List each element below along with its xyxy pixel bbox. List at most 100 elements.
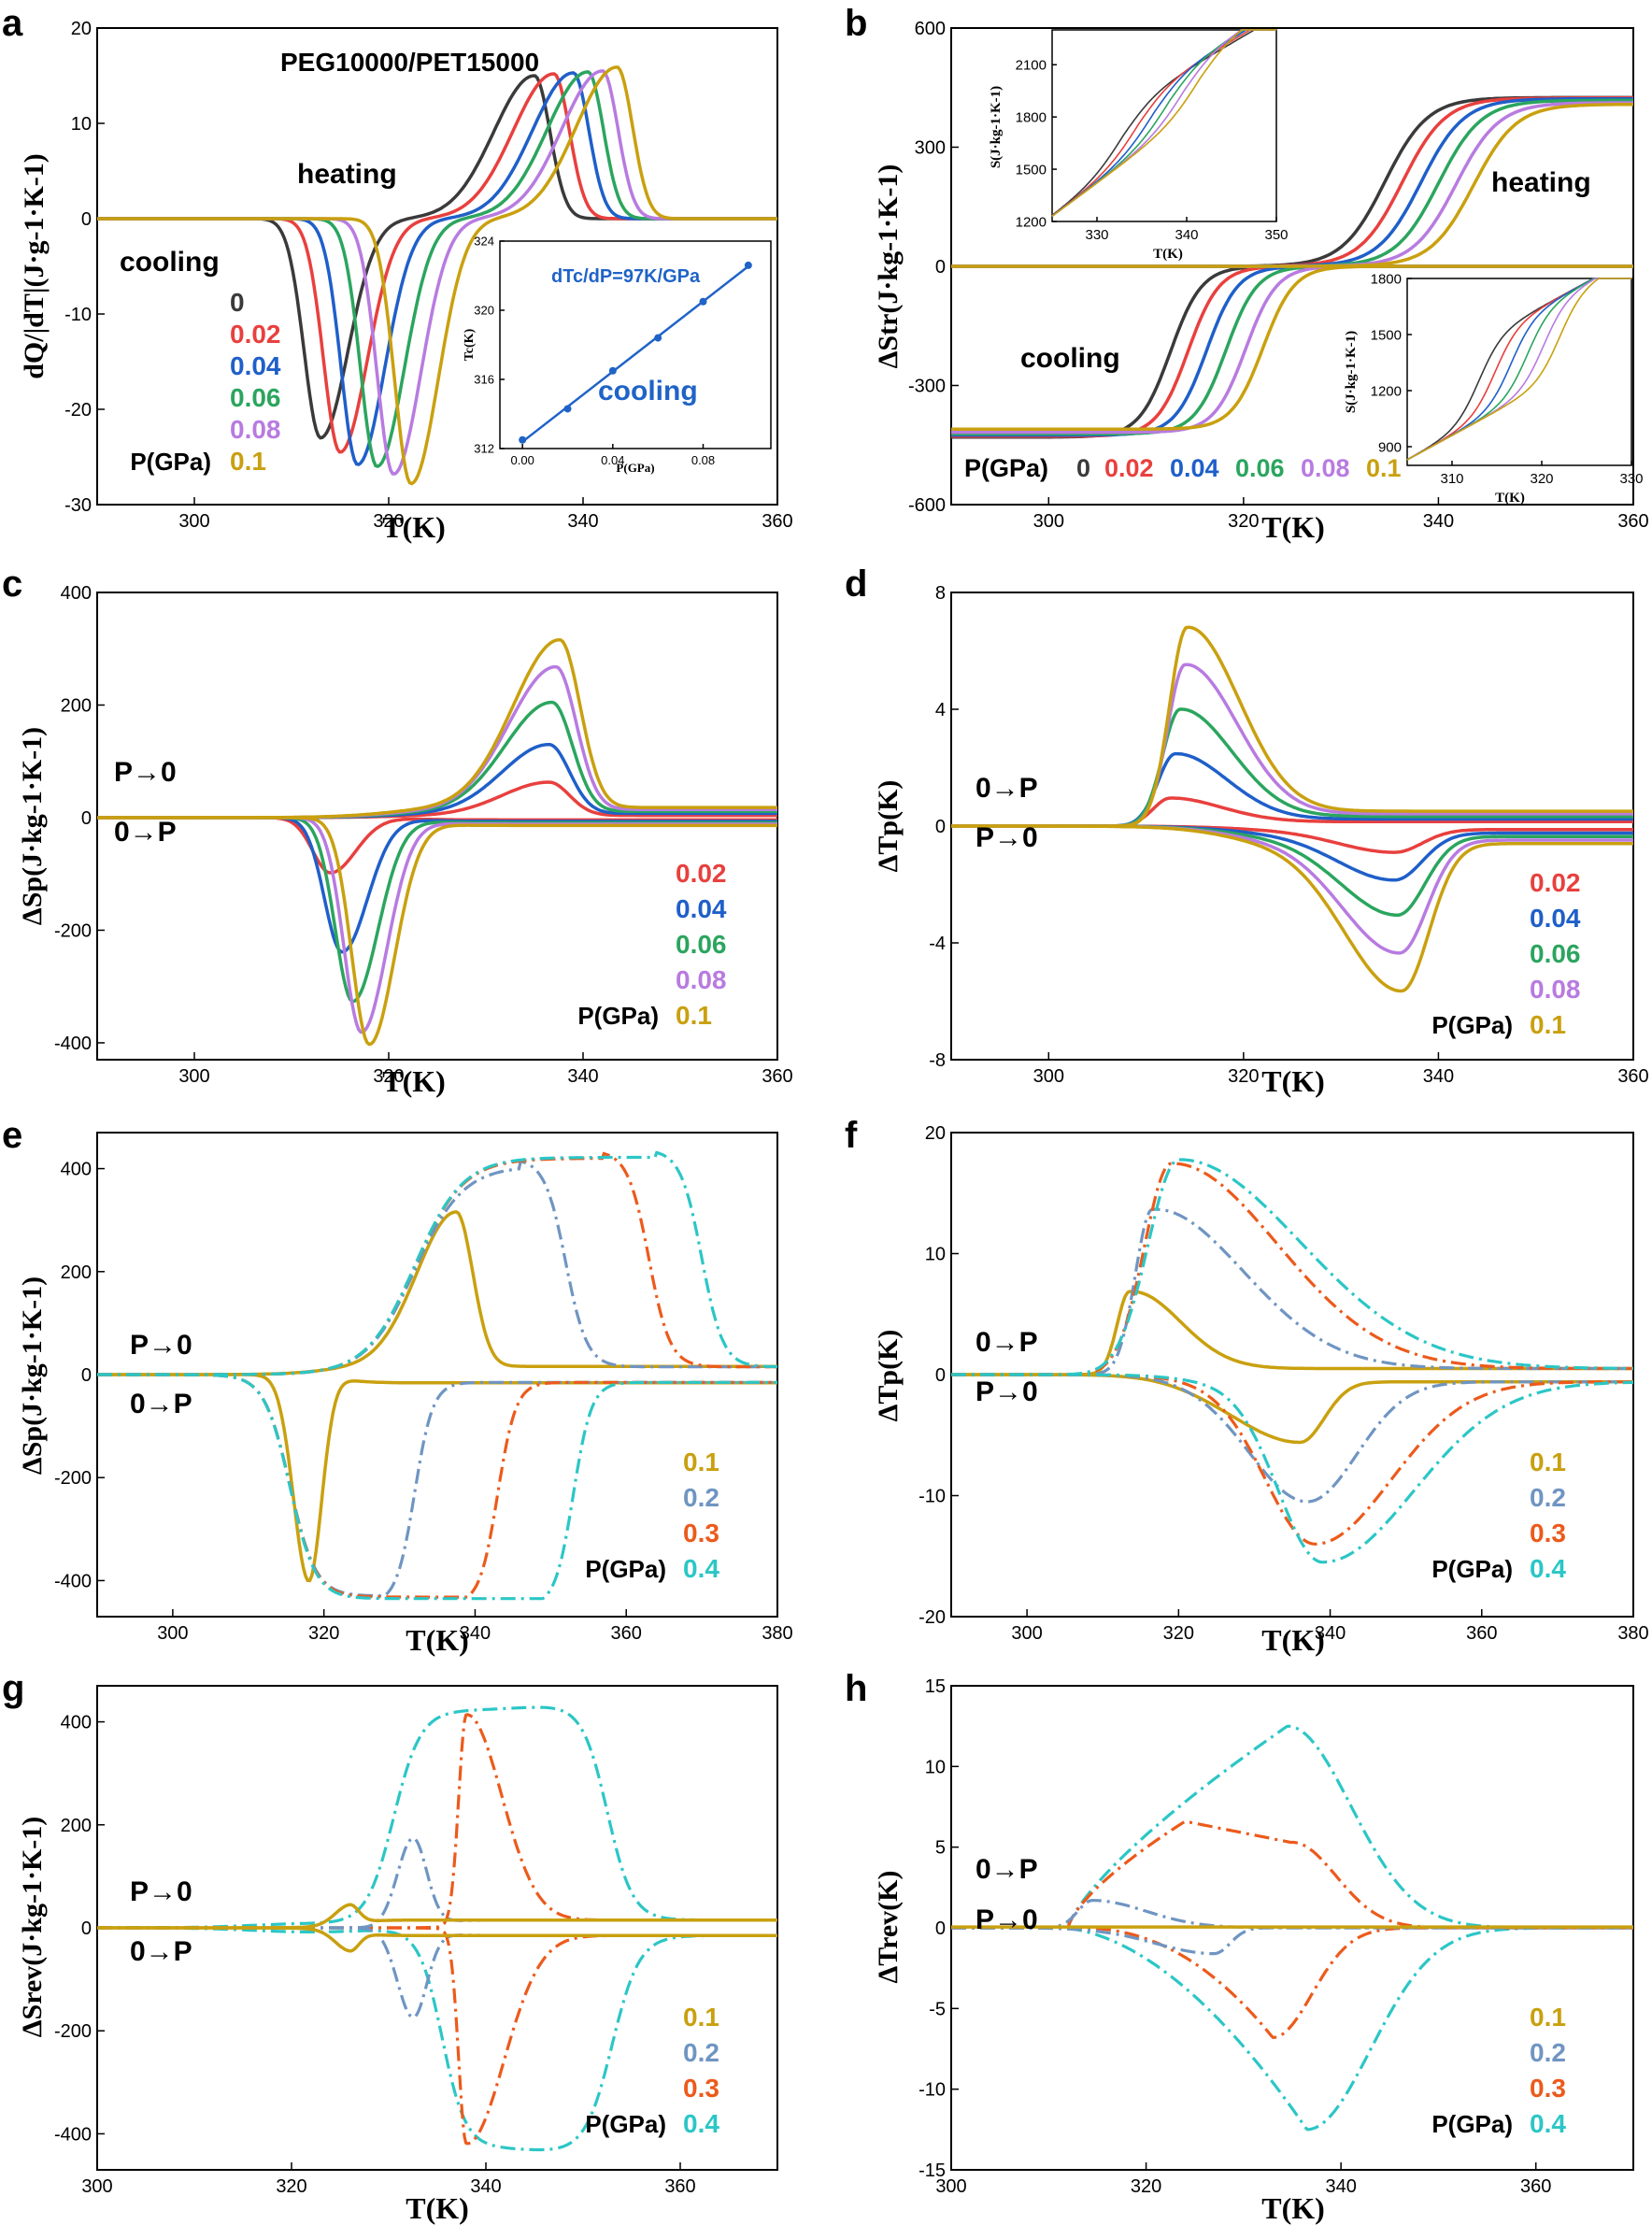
y-axis-title: ΔSp(J·kg-1·K-1) (17, 1276, 48, 1475)
series-line (97, 1926, 777, 1953)
y-tick-label: -10 (919, 1487, 946, 1507)
x-tick-label: 0.00 (511, 453, 534, 467)
inset-x-title: T(K) (1495, 491, 1525, 506)
y-tick-label: 20 (925, 1123, 946, 1144)
panel-a: a 300 320 340 360 -30 -20 -10 0 10 20 PEG10000/PET1… (2, 3, 793, 544)
inset-point (654, 334, 662, 342)
series-line (97, 1159, 777, 1376)
annotation-heating: heating (297, 159, 397, 190)
y-axis-title: ΔTp(K) (873, 780, 904, 873)
x-axis-title: T(K) (1261, 1623, 1325, 1657)
annotation-0-to-p: 0→P (130, 1389, 192, 1419)
series-line (97, 1373, 777, 1583)
legend-title: P(GPa) (1431, 1011, 1513, 1039)
y-tick-label: 1200 (1016, 214, 1047, 230)
annotation-p-to-0: P→0 (114, 757, 177, 788)
inset-annotation: dTc/dP=97K/GPa (551, 266, 701, 287)
legend-entry: 0.2 (683, 2038, 719, 2067)
inset-y-title: S(J·kg-1·K-1) (1344, 331, 1359, 413)
y-tick-label: 1200 (1371, 383, 1402, 399)
annotation-0-to-p: 0→P (976, 1854, 1038, 1885)
series-line (951, 1926, 1633, 1956)
x-axis-title: T(K) (1261, 1064, 1325, 1098)
y-tick-label: 400 (61, 1713, 92, 1733)
y-tick-label: 5 (935, 1838, 946, 1859)
y-tick-label: -10 (919, 2080, 946, 2101)
x-tick-label: 380 (1617, 1623, 1648, 1644)
panel-letter: c (2, 563, 22, 605)
y-tick-label: -5 (929, 1999, 946, 2019)
inset-point (519, 435, 527, 444)
plot-frame (96, 27, 778, 506)
panel-b: b 300 320 340 360 -600 -300 0 300 600 heating cooli… (845, 3, 1649, 544)
plot-frame (1051, 29, 1277, 222)
x-tick-label: 300 (157, 1623, 188, 1644)
y-tick-label: 0 (81, 1918, 92, 1939)
y-tick-label: 0 (935, 1918, 946, 1939)
x-tick-label: 320 (1228, 511, 1259, 532)
series-line (97, 1705, 777, 1930)
y-tick-label: -30 (64, 495, 92, 516)
x-tick-label: 340 (1423, 511, 1454, 532)
x-tick-label: 340 (567, 1066, 598, 1087)
chart-title: PEG10000/PET15000 (280, 48, 539, 77)
series-line (97, 1373, 777, 1599)
annotation-p-to-0: P→0 (130, 1330, 192, 1361)
inset-x-title: P(GPa) (616, 461, 654, 475)
inset-point (608, 366, 617, 375)
inset-line (1051, 29, 1276, 217)
series-line (951, 1898, 1633, 1930)
y-tick-label: 15 (925, 1676, 946, 1697)
y-tick-label: 300 (915, 138, 946, 159)
annotation-0-to-p: 0→P (130, 1936, 192, 1967)
x-tick-label: 330 (1085, 227, 1108, 243)
x-tick-label: 300 (178, 511, 209, 532)
legend-entry: 0.2 (1530, 2038, 1566, 2067)
legend-entry: 0.04 (230, 351, 281, 380)
legend-entry: 0.3 (683, 2074, 719, 2103)
x-tick-label: 340 (1315, 1623, 1346, 1644)
annotation-cooling: cooling (1020, 343, 1120, 374)
x-tick-label: 360 (762, 511, 792, 532)
inset-point (563, 405, 572, 413)
legend-entry: 0.08 (676, 965, 727, 994)
annotation-p-to-0: P→0 (130, 1876, 192, 1907)
x-tick-label: 330 (1619, 471, 1643, 487)
panel-f: f 300 320 340 360 380 -20 -10 0 10 20 0→P P→0 0.1 0.2 0… (845, 1115, 1649, 1657)
panel-letter: b (845, 3, 867, 44)
legend-entry: 0.1 (230, 447, 266, 476)
annotation-0-to-p: 0→P (976, 773, 1038, 804)
legend-title: P(GPa) (585, 2110, 666, 2138)
legend-entry: 0.1 (1530, 2003, 1566, 2032)
series-line (951, 1373, 1633, 1504)
x-tick-label: 320 (1163, 1623, 1194, 1644)
x-tick-label: 360 (762, 1066, 792, 1087)
y-tick-label: 316 (474, 373, 494, 387)
y-axis-title: ΔTrev(K) (873, 1871, 904, 1984)
y-tick-label: 4 (935, 700, 946, 720)
y-tick-label: -20 (919, 1607, 946, 1628)
y-axis-title: ΔStr(J·kg-1·K-1) (873, 164, 904, 369)
legend-entry: 0 (230, 288, 245, 317)
legend-title: P(GPa) (585, 1555, 666, 1583)
panel-h: h 300 320 340 360 -15 -10 -5 0 5 10 15 0→P P→0 0.1 0.2 0… (845, 1668, 1634, 2225)
series-line (97, 1373, 777, 1601)
x-tick-label: 0.08 (691, 453, 715, 467)
series-line (951, 264, 1633, 431)
legend-entry: 0.1 (1366, 454, 1402, 482)
annotation-0-to-p: 0→P (976, 1327, 1038, 1358)
x-tick-label: 360 (664, 2176, 695, 2197)
legend-entry: 0.4 (683, 1554, 719, 1583)
y-tick-label: -4 (929, 934, 946, 954)
legend-entry: 0.3 (683, 1519, 719, 1547)
x-tick-label: 380 (762, 1623, 792, 1644)
y-tick-label: 312 (474, 442, 494, 456)
y-tick-label: -600 (908, 495, 946, 516)
inset-y-title: Tc(K) (463, 328, 477, 361)
annotation-p-to-0: P→0 (976, 1904, 1038, 1935)
legend-entry: 0.1 (683, 1448, 719, 1476)
y-tick-label: 324 (474, 235, 494, 249)
series-line (951, 1724, 1633, 1930)
legend-entry: 0.4 (1530, 2109, 1566, 2138)
y-tick-label: -15 (919, 2161, 946, 2181)
